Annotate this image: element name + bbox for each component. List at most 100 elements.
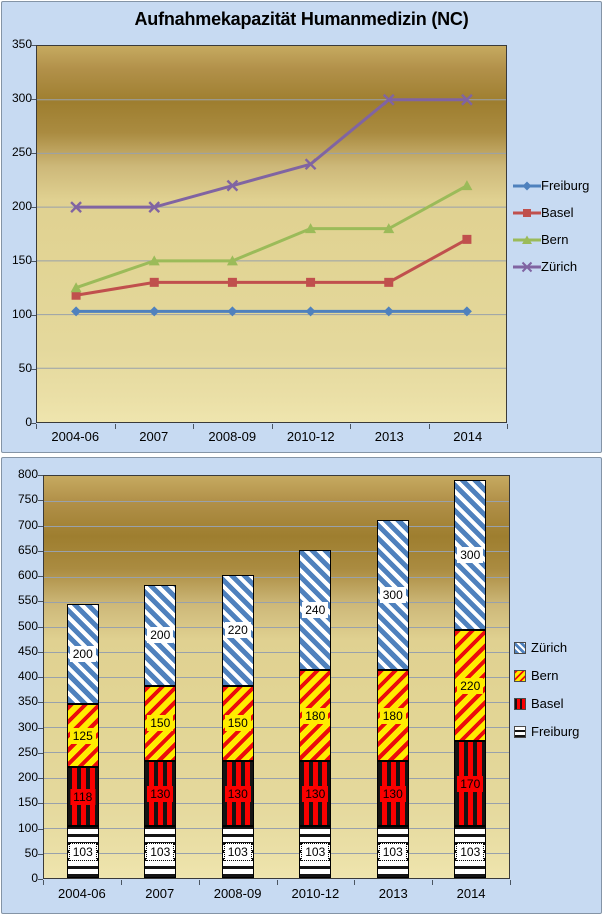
y-axis-tick	[31, 423, 36, 424]
gridline	[44, 576, 509, 578]
legend-marker-glyph	[523, 208, 531, 217]
y-axis-tick	[31, 153, 36, 154]
gridline	[44, 626, 509, 628]
legend-label: Bern	[541, 232, 569, 247]
x-axis-label: 2010-12	[291, 886, 340, 901]
bar-column-2014: 103 170 220 300	[454, 476, 487, 878]
marker-triangle-bern	[383, 223, 395, 234]
x-axis-label: 2010-12	[286, 429, 335, 444]
marker-diamond-freiburg	[71, 306, 82, 317]
marker-square-basel	[227, 277, 237, 287]
legend-marker-glyph	[521, 261, 533, 272]
y-axis-tick	[38, 778, 43, 779]
y-axis-tick	[38, 500, 43, 502]
x-axis-label: 2013	[378, 886, 408, 901]
y-axis-label: 100	[11, 307, 32, 321]
legend-item-basel: Basel	[514, 696, 564, 711]
y-axis-label: 250	[17, 744, 38, 759]
bar-value-label-freiburg-2014: 103	[456, 843, 485, 862]
bar-column-2010-12: 103 130 180 240	[299, 476, 332, 878]
y-axis-label: 400	[17, 669, 38, 683]
bar-value-label-zurich-2008-09: 220	[224, 622, 251, 639]
y-axis-label: 650	[17, 542, 38, 557]
bar-value-label-basel-2013: 130	[379, 785, 406, 802]
x-axis-tick	[350, 424, 351, 429]
y-axis-tick	[38, 525, 43, 527]
bar-column-2013: 103 130 180 300	[376, 476, 409, 878]
series-line-basel	[75, 238, 468, 297]
gridline	[44, 601, 509, 603]
x-axis-tick	[510, 880, 511, 885]
gridline	[44, 827, 509, 829]
gridline	[44, 777, 509, 779]
gridline	[44, 752, 509, 754]
x-axis-label: 2014	[456, 886, 486, 901]
x-axis-label: 2007	[139, 429, 169, 444]
y-axis-tick	[31, 45, 36, 46]
legend-label: Bern	[531, 668, 559, 683]
y-axis-label: 50	[24, 845, 38, 860]
bar-value-label-freiburg-2007: 103	[146, 843, 175, 862]
gridline	[44, 802, 509, 804]
x-axis-tick	[507, 424, 508, 429]
x-axis-tick	[276, 880, 278, 885]
bar-chart-plot-area: 103 118 125 200 103 130 150 200 103 130 150 220 103 1…	[43, 475, 510, 879]
x-axis-tick	[354, 880, 356, 885]
marker-triangle-bern	[461, 180, 473, 191]
x-axis-tick	[432, 880, 434, 885]
marker-diamond-freiburg	[227, 306, 238, 317]
y-axis-tick	[38, 626, 43, 628]
x-axis-tick	[43, 880, 44, 885]
legend-item-freiburg: Freiburg	[514, 724, 579, 739]
bar-value-label-zurich-2004-06: 200	[69, 645, 96, 662]
y-axis-label: 450	[17, 643, 38, 658]
x-axis-label: 2007	[145, 886, 175, 901]
y-axis-label: 300	[11, 91, 32, 105]
line-chart-panel[interactable]: Aufnahmekapazität Humanmedizin (NC) 0 50 1…	[1, 1, 602, 453]
marker-x-zurich	[226, 179, 239, 192]
marker-diamond-freiburg	[305, 306, 316, 317]
gridline	[44, 501, 509, 503]
legend-marker-zurich-icon	[513, 261, 541, 272]
legend-item-freiburg: Freiburg	[513, 178, 589, 193]
y-axis-tick	[38, 651, 43, 653]
y-axis-tick	[38, 550, 43, 552]
bar-value-label-bern-2014: 220	[457, 677, 484, 694]
marker-square-basel	[384, 277, 394, 287]
x-axis-tick	[198, 880, 200, 885]
bar-value-label-basel-2010-12: 130	[302, 785, 329, 802]
legend-label: Zürich	[541, 259, 578, 274]
marker-x-zurich	[461, 93, 473, 106]
legend-label: Freiburg	[541, 178, 590, 193]
series-line-bern	[75, 184, 468, 290]
bar-value-label-bern-2008-09: 150	[224, 715, 251, 732]
bar-value-label-freiburg-2004-06: 103	[68, 843, 97, 862]
y-axis-label: 250	[11, 145, 32, 159]
legend-item-bern: Bern	[514, 668, 558, 683]
bar-value-label-basel-2004-06: 118	[70, 788, 96, 805]
stacked-bar-chart-panel[interactable]: 103 118 125 200 103 130 150 200 103 130 150 220 103 1…	[1, 457, 602, 914]
gridline	[44, 651, 509, 653]
gridline	[44, 727, 509, 729]
legend-marker-freiburg-icon	[513, 181, 541, 190]
y-axis-tick	[38, 752, 43, 754]
legend-item-zurich: Zürich	[513, 259, 577, 274]
marker-triangle-bern	[148, 255, 160, 266]
y-axis-tick	[38, 853, 43, 855]
bar-value-label-basel-2014: 170	[457, 775, 484, 792]
y-axis-label: 300	[17, 719, 38, 734]
y-axis-label: 150	[17, 795, 38, 810]
y-axis-label: 350	[11, 37, 32, 51]
chart-title: Aufnahmekapazität Humanmedizin (NC)	[134, 9, 469, 29]
bar-column-2004-06: 103 118 125 200	[66, 476, 99, 878]
bar-value-label-basel-2007: 130	[147, 785, 174, 802]
y-axis-label: 200	[11, 199, 32, 213]
bar-value-label-bern-2007: 150	[147, 715, 174, 732]
y-axis-tick	[31, 207, 36, 208]
marker-diamond-freiburg	[149, 306, 160, 317]
bar-column-2008-09: 103 130 150 220	[221, 476, 254, 878]
marker-square-basel	[462, 234, 472, 244]
x-axis-tick	[120, 880, 122, 885]
marker-x-zurich	[382, 93, 395, 106]
